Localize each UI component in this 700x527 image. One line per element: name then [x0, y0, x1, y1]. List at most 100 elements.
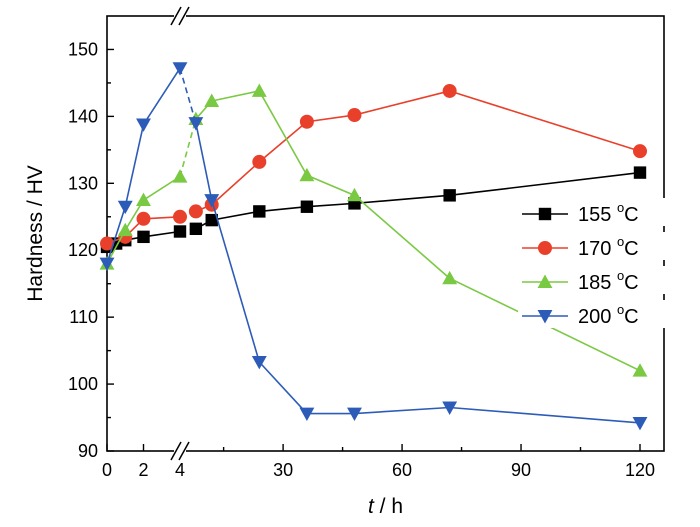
data-point	[347, 187, 362, 202]
series-line-segment	[259, 205, 307, 213]
y-tick-label: 150	[68, 39, 98, 59]
legend-label: 200 oC	[578, 302, 639, 328]
x-tick-label: 60	[392, 460, 412, 480]
data-point	[251, 356, 267, 370]
x-tick-label: 0	[102, 460, 112, 480]
data-point	[136, 211, 151, 226]
legend-marker	[537, 310, 553, 324]
series-line-segment	[210, 199, 261, 363]
data-point	[347, 108, 362, 123]
series-line-segment	[354, 406, 450, 415]
y-tick-label: 100	[68, 374, 98, 394]
legend-degree: o	[617, 268, 624, 283]
legend-value: 155	[578, 204, 617, 226]
series-line-segment	[354, 90, 450, 116]
axis-break-mark	[178, 6, 190, 26]
legend-value: 170	[578, 238, 617, 260]
axis-break-mark	[170, 441, 182, 461]
x-tick-label: 4	[175, 460, 185, 480]
x-tick-label: 2	[138, 460, 148, 480]
data-point	[632, 363, 648, 377]
legend-unit: C	[624, 238, 638, 260]
data-point	[252, 154, 267, 169]
axis-break-mark	[170, 6, 182, 26]
data-point	[632, 416, 648, 431]
series-line-segment	[258, 361, 308, 415]
series-line-segment	[211, 90, 260, 102]
series-line-segment	[211, 161, 260, 206]
legend-entry-185: 185 oC	[518, 266, 668, 294]
series-line-segment	[354, 194, 450, 205]
y-tick-label: 110	[69, 307, 98, 327]
x-tick-label: 90	[511, 460, 531, 480]
data-point	[253, 205, 266, 218]
data-point	[204, 194, 220, 208]
data-point	[136, 192, 151, 206]
legend-value: 200	[578, 306, 617, 328]
series-line-segment	[449, 90, 641, 152]
series-line-segment	[106, 206, 127, 264]
legend-marker	[537, 274, 553, 288]
y-tick-label: 90	[78, 441, 98, 461]
data-point	[173, 225, 187, 238]
legend-unit: C	[624, 272, 638, 294]
data-point	[442, 270, 458, 285]
data-point	[117, 200, 133, 215]
data-point	[299, 167, 315, 182]
y-tick-label: 130	[68, 173, 98, 193]
data-point	[633, 144, 647, 159]
y-axis-title: Hardness / HV	[24, 165, 47, 302]
series-line-segment	[306, 174, 355, 197]
legend-label: 185 oC	[578, 268, 639, 294]
series-line-segment	[258, 90, 308, 176]
data-point	[172, 169, 188, 183]
data-point	[347, 407, 362, 421]
legend-degree: o	[617, 302, 624, 317]
x-axis-title-unit: / h	[374, 495, 403, 518]
series-line-segment	[179, 67, 197, 124]
series-200	[99, 62, 648, 431]
legend-entry-200: 200 oC	[518, 300, 668, 328]
data-point	[173, 209, 187, 224]
legend-marker	[538, 207, 552, 221]
data-point	[172, 62, 188, 76]
series-line-segment	[211, 210, 260, 221]
y-tick-label: 140	[68, 106, 98, 126]
data-point	[188, 204, 203, 219]
data-point	[136, 118, 151, 132]
data-point	[442, 401, 458, 415]
legend-value: 185	[578, 272, 617, 294]
x-tick-label: 30	[273, 460, 293, 480]
series-line-segment	[124, 124, 145, 207]
data-point	[100, 236, 114, 251]
data-point	[299, 114, 314, 129]
series-line-segment	[353, 194, 451, 279]
data-point	[189, 222, 203, 236]
x-axis-title-italic: t	[368, 495, 375, 518]
data-point	[117, 222, 133, 237]
legend-label: 170 oC	[578, 234, 639, 260]
series-line-segment	[179, 118, 197, 177]
data-point	[205, 213, 218, 227]
legend-unit: C	[624, 306, 638, 328]
axis-break-gap	[174, 443, 186, 459]
x-tick-label: 120	[625, 460, 655, 480]
data-point	[300, 200, 314, 213]
data-point	[204, 93, 220, 107]
series-line-segment	[142, 67, 181, 125]
series-155	[100, 166, 647, 254]
series-line-segment	[306, 114, 355, 123]
data-point	[137, 230, 150, 244]
legend-entry-155: 155 oC	[518, 198, 668, 226]
legend-entry-170: 170 oC	[518, 232, 668, 260]
data-point	[299, 407, 315, 421]
axis-break-mark	[178, 441, 190, 461]
data-point	[633, 166, 647, 179]
y-tick-label: 120	[68, 240, 98, 260]
series-line-segment	[449, 171, 641, 197]
legend-degree: o	[617, 234, 624, 249]
series-line-segment	[195, 122, 213, 201]
data-point	[443, 189, 456, 202]
